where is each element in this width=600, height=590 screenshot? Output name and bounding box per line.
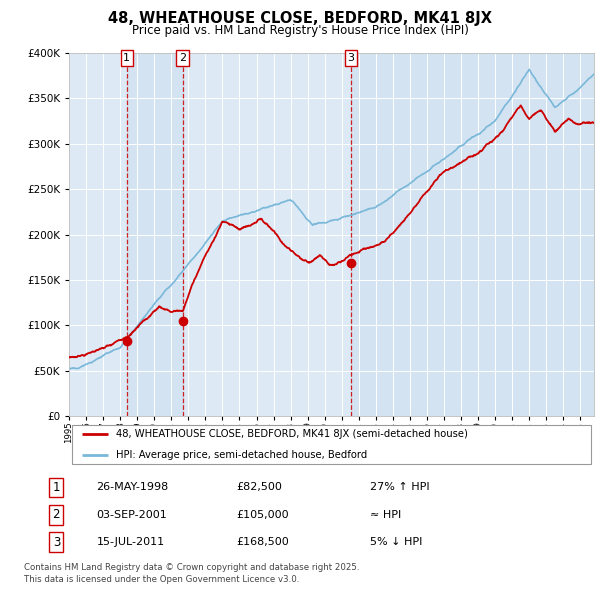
Text: 3: 3 <box>347 53 355 63</box>
Text: 2: 2 <box>53 508 60 522</box>
Text: This data is licensed under the Open Government Licence v3.0.: This data is licensed under the Open Gov… <box>24 575 299 584</box>
Text: 15-JUL-2011: 15-JUL-2011 <box>97 537 164 547</box>
Text: 5% ↓ HPI: 5% ↓ HPI <box>370 537 422 547</box>
FancyBboxPatch shape <box>71 425 592 464</box>
Bar <box>351 53 594 416</box>
Text: 27% ↑ HPI: 27% ↑ HPI <box>370 483 430 493</box>
Text: 48, WHEATHOUSE CLOSE, BEDFORD, MK41 8JX: 48, WHEATHOUSE CLOSE, BEDFORD, MK41 8JX <box>108 11 492 26</box>
Text: Contains HM Land Registry data © Crown copyright and database right 2025.: Contains HM Land Registry data © Crown c… <box>24 563 359 572</box>
Text: 1: 1 <box>123 53 130 63</box>
Text: 26-MAY-1998: 26-MAY-1998 <box>97 483 169 493</box>
Text: £105,000: £105,000 <box>236 510 289 520</box>
Text: £168,500: £168,500 <box>236 537 289 547</box>
Text: 48, WHEATHOUSE CLOSE, BEDFORD, MK41 8JX (semi-detached house): 48, WHEATHOUSE CLOSE, BEDFORD, MK41 8JX … <box>116 429 468 439</box>
Text: £82,500: £82,500 <box>236 483 282 493</box>
Text: 3: 3 <box>53 536 60 549</box>
Text: HPI: Average price, semi-detached house, Bedford: HPI: Average price, semi-detached house,… <box>116 450 367 460</box>
Text: Price paid vs. HM Land Registry's House Price Index (HPI): Price paid vs. HM Land Registry's House … <box>131 24 469 37</box>
Text: ≈ HPI: ≈ HPI <box>370 510 401 520</box>
Text: 1: 1 <box>53 481 60 494</box>
Text: 2: 2 <box>179 53 186 63</box>
Text: 03-SEP-2001: 03-SEP-2001 <box>97 510 167 520</box>
Bar <box>127 53 182 416</box>
